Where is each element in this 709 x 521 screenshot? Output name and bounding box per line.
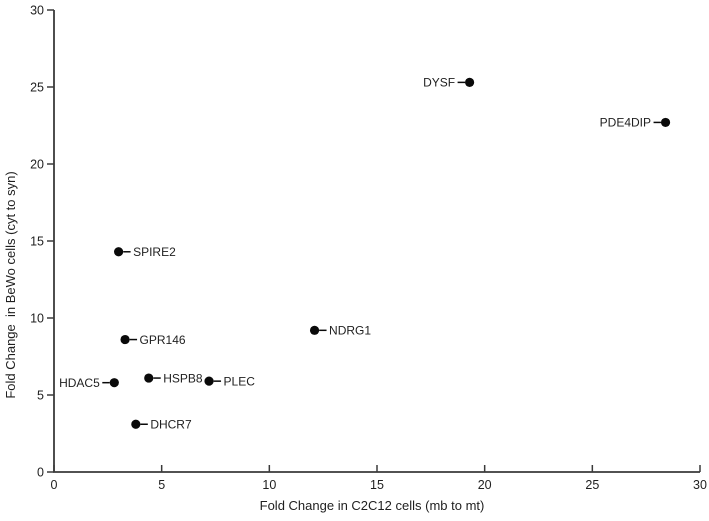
- data-point: [114, 247, 124, 257]
- point-label: HDAC5: [59, 376, 100, 390]
- y-tick-label: 10: [30, 311, 44, 325]
- point-label: DHCR7: [150, 418, 192, 432]
- point-label: HSPB8: [163, 371, 203, 385]
- point-label: SPIRE2: [133, 245, 176, 259]
- points-layer: DYSF PDE4DIP SPIRE2 NDRG1 GPR146 HSPB8 PLEC HDA…: [59, 76, 671, 432]
- data-point: [120, 334, 130, 345]
- data-point: [109, 378, 119, 388]
- axes-layer: 0 5 10 15 20 25 30 0 5 10 15 20 25 30: [30, 3, 707, 492]
- y-tick-label: 20: [30, 157, 44, 171]
- x-tick-label: 25: [585, 478, 599, 492]
- data-point: [144, 373, 154, 383]
- data-point: [204, 376, 214, 386]
- point-label: PDE4DIP: [600, 116, 651, 130]
- x-tick-label: 0: [51, 478, 58, 492]
- y-tick-label: 15: [30, 234, 44, 248]
- y-axis-label: Fold Change in BeWo cells (cyt to syn): [3, 171, 18, 398]
- x-tick-label: 20: [478, 478, 492, 492]
- y-tick-label: 25: [30, 80, 44, 94]
- y-tick-label: 5: [37, 388, 44, 402]
- data-point: [309, 325, 320, 335]
- point-label: PLEC: [224, 374, 256, 388]
- axis-spines: [53, 10, 700, 473]
- data-point: [660, 117, 671, 128]
- data-point: [131, 419, 141, 429]
- x-tick-label: 5: [158, 478, 165, 492]
- x-tick-label: 10: [262, 478, 276, 492]
- x-tick-label: 30: [693, 478, 707, 492]
- x-tick-label: 15: [370, 478, 384, 492]
- point-label: NDRG1: [329, 324, 371, 338]
- x-axis-label: Fold Change in C2C12 cells (mb to mt): [260, 498, 485, 513]
- data-point: [464, 77, 475, 87]
- y-tick-label: 0: [37, 465, 44, 479]
- point-label: DYSF: [423, 76, 455, 90]
- y-tick-label: 30: [30, 3, 44, 17]
- point-label: GPR146: [140, 333, 186, 347]
